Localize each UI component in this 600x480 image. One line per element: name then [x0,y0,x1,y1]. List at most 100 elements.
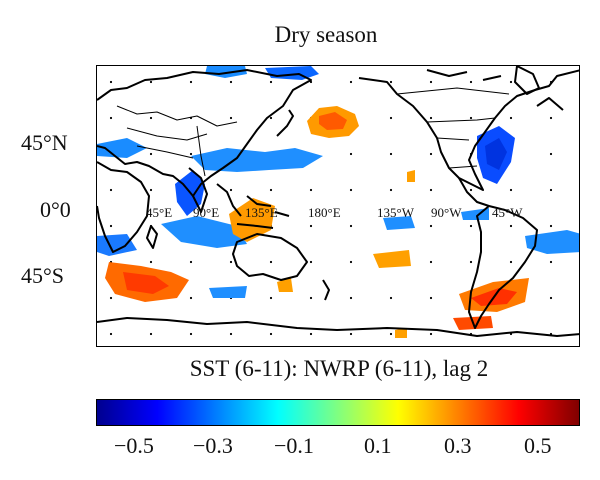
grid-dot [549,188,553,192]
colorbar-tick: −0.3 [193,433,233,458]
grid-dot [389,332,393,336]
grid-dot [109,80,113,84]
colorbar-tick: 0.5 [524,433,552,458]
southeast-asia-outline [216,183,290,229]
grid-dot [349,188,353,192]
grid-dot [149,116,153,120]
grid-dot [429,224,433,228]
colorbar-tick: −0.1 [274,433,314,458]
grid-dot [429,152,433,156]
grid-dot [309,260,313,264]
grid-dot [109,116,113,120]
patch-south-atlantic-negative-2 [525,230,579,254]
colorbar-tick: 0.3 [444,433,472,458]
grid-dot [349,224,353,228]
grid-dot [149,80,153,84]
grid-dot [189,80,193,84]
lon-label-135w: 135°W [377,205,414,220]
central-america-outline [458,177,490,207]
grid-dot [509,188,513,192]
australia-outline [232,233,308,281]
figure-title: Dry season [274,22,378,47]
grid-dot [269,332,273,336]
grid-dot [509,116,513,120]
arctic-islands-outline [426,69,564,111]
grid-dot [389,188,393,192]
grid-dot [229,260,233,264]
patch-atlantic-east [97,138,147,158]
lon-label-90e: 90°E [193,205,220,220]
grid-dot [469,188,473,192]
asia-internal-borders [116,105,238,177]
grid-dot [149,260,153,264]
grid-dot [469,260,473,264]
grid-dot [349,296,353,300]
grid-dot [189,296,193,300]
patch-south-pacific-east [277,278,293,292]
grid-dot [429,80,433,84]
madagascar-outline [146,225,158,249]
grid-dot [549,224,553,228]
continent-outlines [97,66,579,337]
grid-dot [549,152,553,156]
grid-dot [389,296,393,300]
grid-dot [229,332,233,336]
south-america-outline [468,205,538,329]
anomaly-patches [97,66,579,338]
patch-north-atlantic-core [485,138,507,170]
grid-dot [429,332,433,336]
grid-dot [229,188,233,192]
grid-dot [189,152,193,156]
grid-dot [509,224,513,228]
lat-label-45s: 45°S [21,263,65,288]
grid-dot [269,80,273,84]
patch-small-orange-1 [395,328,407,338]
grid-dot [189,260,193,264]
grid-dot [229,116,233,120]
grid-dot [309,224,313,228]
colorbar-tick: −0.5 [114,433,154,458]
patch-south-pacific-negative [383,216,415,230]
patch-south-pacific-positive [373,250,411,268]
colorbar-tick: 0.1 [364,433,392,458]
patch-arctic-negative-2 [265,66,319,80]
lat-label-equator: 0°0 [40,197,71,222]
grid-dot [389,80,393,84]
patch-indian-ocean-negative [161,216,247,248]
grid-dot [309,296,313,300]
grid-dot [429,116,433,120]
lon-label-45w: 45°W [492,205,523,220]
grid-dot [269,116,273,120]
grid-dot [429,260,433,264]
world-map [97,66,579,338]
grid-dot [229,80,233,84]
grid-dot [309,188,313,192]
grid-dot [189,332,193,336]
na-borders [396,87,510,169]
grid-dot [469,224,473,228]
figure-caption: SST (6-11): NWRP (6-11), lag 2 [189,356,489,381]
grid-dot [429,188,433,192]
grid-dot [349,332,353,336]
grid-dot [269,260,273,264]
grid-dot [309,332,313,336]
lon-label-45e: 45°E [146,205,173,220]
grid-dot [429,296,433,300]
greenland-outline [514,66,540,95]
japan-outline [276,109,294,137]
lon-label-135e: 135°E [245,205,278,220]
grid-dot [469,116,473,120]
colorbar [96,399,580,426]
grid-dot [549,116,553,120]
patch-pacific-subtropical-negative [191,148,323,172]
grid-dot [509,80,513,84]
grid-dot [349,152,353,156]
grid-dot [389,116,393,120]
grid-dot [509,260,513,264]
patch-north-pacific-core [319,112,347,130]
grid-dot [349,260,353,264]
patch-maritime-positive [229,198,275,242]
patch-south-atlantic-negative [97,234,137,256]
lon-label-180e: 180°E [308,205,341,220]
patch-south-indian-core [123,272,169,294]
